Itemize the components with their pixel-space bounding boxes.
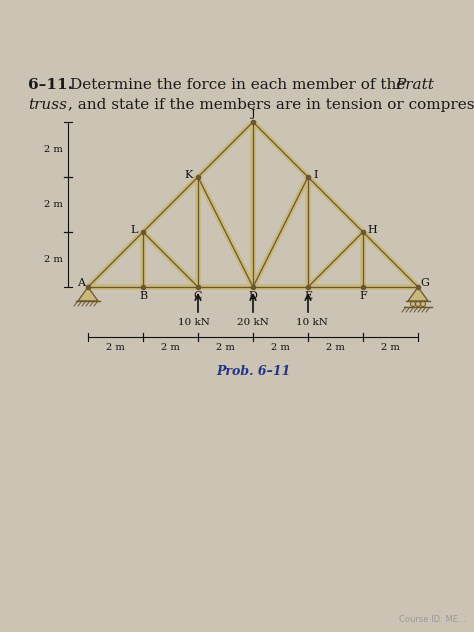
Text: F: F [359, 291, 367, 301]
Text: H: H [367, 225, 377, 235]
Text: , and state if the members are in tension or compression.: , and state if the members are in tensio… [68, 98, 474, 112]
Text: A: A [77, 278, 85, 288]
Text: truss: truss [28, 98, 67, 112]
Text: 2 m: 2 m [161, 343, 180, 352]
Text: K: K [185, 170, 193, 180]
Circle shape [410, 301, 416, 307]
Text: D: D [248, 291, 257, 301]
Text: I: I [314, 170, 318, 180]
Text: B: B [139, 291, 147, 301]
Polygon shape [78, 287, 98, 301]
Text: 2 m: 2 m [44, 255, 63, 264]
Text: 2 m: 2 m [44, 200, 63, 209]
Text: 2 m: 2 m [216, 343, 235, 352]
Text: E: E [304, 291, 312, 301]
Text: 10 kN: 10 kN [296, 318, 328, 327]
Text: G: G [420, 278, 429, 288]
Text: Pratt: Pratt [395, 78, 434, 92]
Text: 2 m: 2 m [326, 343, 345, 352]
Text: 2 m: 2 m [381, 343, 400, 352]
Polygon shape [408, 287, 428, 301]
Text: Determine the force in each member of the: Determine the force in each member of th… [70, 78, 410, 92]
Text: C: C [194, 291, 202, 301]
Text: Prob. 6–11: Prob. 6–11 [216, 365, 290, 378]
Text: J: J [251, 109, 255, 119]
Text: 2 m: 2 m [271, 343, 290, 352]
Text: Course ID: ME...: Course ID: ME... [399, 615, 466, 624]
Text: 6–11.: 6–11. [28, 78, 73, 92]
Text: 10 kN: 10 kN [178, 318, 210, 327]
Text: 2 m: 2 m [106, 343, 125, 352]
Circle shape [420, 301, 426, 307]
Circle shape [416, 301, 420, 307]
Text: 20 kN: 20 kN [237, 318, 269, 327]
Text: L: L [130, 225, 137, 235]
Text: 2 m: 2 m [44, 145, 63, 154]
